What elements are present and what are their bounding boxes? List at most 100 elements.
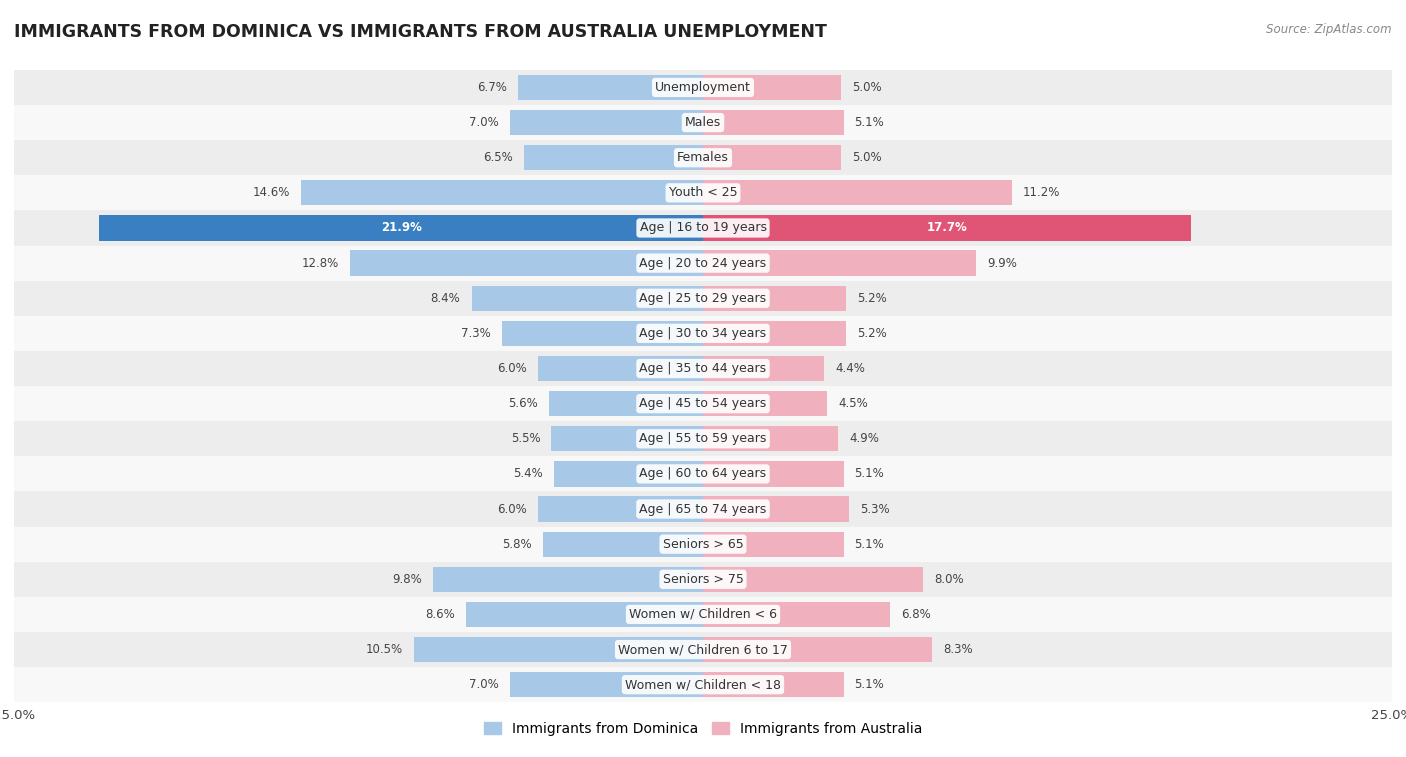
Bar xyxy=(14,210,1392,245)
Text: 8.6%: 8.6% xyxy=(425,608,456,621)
Text: 7.3%: 7.3% xyxy=(461,327,491,340)
Bar xyxy=(537,356,703,382)
Bar xyxy=(14,421,1392,456)
Bar xyxy=(703,567,924,592)
Bar xyxy=(14,632,1392,667)
Bar xyxy=(465,602,703,627)
Bar xyxy=(703,356,824,382)
Text: IMMIGRANTS FROM DOMINICA VS IMMIGRANTS FROM AUSTRALIA UNEMPLOYMENT: IMMIGRANTS FROM DOMINICA VS IMMIGRANTS F… xyxy=(14,23,827,41)
Legend: Immigrants from Dominica, Immigrants from Australia: Immigrants from Dominica, Immigrants fro… xyxy=(478,716,928,742)
Bar xyxy=(703,602,890,627)
Bar xyxy=(510,110,703,136)
Text: 11.2%: 11.2% xyxy=(1022,186,1060,199)
Text: Seniors > 75: Seniors > 75 xyxy=(662,573,744,586)
Bar xyxy=(14,456,1392,491)
Bar xyxy=(14,597,1392,632)
Text: Women w/ Children < 6: Women w/ Children < 6 xyxy=(628,608,778,621)
Bar xyxy=(703,110,844,136)
Bar xyxy=(14,281,1392,316)
Bar xyxy=(14,176,1392,210)
Text: 9.8%: 9.8% xyxy=(392,573,422,586)
Text: 5.4%: 5.4% xyxy=(513,467,543,481)
Bar xyxy=(502,321,703,346)
Bar xyxy=(703,321,846,346)
Bar xyxy=(519,75,703,100)
Text: 5.5%: 5.5% xyxy=(510,432,540,445)
Bar xyxy=(524,145,703,170)
Bar xyxy=(703,497,849,522)
Text: 5.8%: 5.8% xyxy=(502,537,531,550)
Bar xyxy=(350,251,703,276)
Text: Age | 45 to 54 years: Age | 45 to 54 years xyxy=(640,397,766,410)
Text: 7.0%: 7.0% xyxy=(470,678,499,691)
Text: 6.5%: 6.5% xyxy=(484,151,513,164)
Text: 8.3%: 8.3% xyxy=(943,643,973,656)
Text: 6.0%: 6.0% xyxy=(496,503,527,516)
Text: 6.0%: 6.0% xyxy=(496,362,527,375)
Text: Unemployment: Unemployment xyxy=(655,81,751,94)
Bar xyxy=(703,637,932,662)
Text: 5.0%: 5.0% xyxy=(852,151,882,164)
Text: 5.1%: 5.1% xyxy=(855,116,884,129)
Bar xyxy=(14,105,1392,140)
Bar xyxy=(703,215,1191,241)
Bar xyxy=(100,215,703,241)
Bar xyxy=(703,145,841,170)
Text: Women w/ Children < 18: Women w/ Children < 18 xyxy=(626,678,780,691)
Text: 4.4%: 4.4% xyxy=(835,362,865,375)
Text: 4.5%: 4.5% xyxy=(838,397,868,410)
Text: Age | 35 to 44 years: Age | 35 to 44 years xyxy=(640,362,766,375)
Text: 5.1%: 5.1% xyxy=(855,678,884,691)
Bar xyxy=(413,637,703,662)
Text: 7.0%: 7.0% xyxy=(470,116,499,129)
Text: Age | 60 to 64 years: Age | 60 to 64 years xyxy=(640,467,766,481)
Bar xyxy=(14,562,1392,597)
Bar xyxy=(14,140,1392,176)
Bar xyxy=(14,527,1392,562)
Text: Females: Females xyxy=(678,151,728,164)
Bar xyxy=(433,567,703,592)
Text: 12.8%: 12.8% xyxy=(302,257,339,269)
Text: Age | 65 to 74 years: Age | 65 to 74 years xyxy=(640,503,766,516)
Text: Women w/ Children 6 to 17: Women w/ Children 6 to 17 xyxy=(619,643,787,656)
Bar xyxy=(510,672,703,697)
Text: Age | 30 to 34 years: Age | 30 to 34 years xyxy=(640,327,766,340)
Text: 5.2%: 5.2% xyxy=(858,327,887,340)
Text: Age | 25 to 29 years: Age | 25 to 29 years xyxy=(640,291,766,305)
Text: 9.9%: 9.9% xyxy=(987,257,1017,269)
Text: 5.1%: 5.1% xyxy=(855,467,884,481)
Text: Age | 55 to 59 years: Age | 55 to 59 years xyxy=(640,432,766,445)
Bar xyxy=(471,285,703,311)
Bar xyxy=(703,180,1012,205)
Text: 5.6%: 5.6% xyxy=(508,397,537,410)
Text: 5.3%: 5.3% xyxy=(860,503,890,516)
Text: Males: Males xyxy=(685,116,721,129)
Bar xyxy=(14,491,1392,527)
Text: 6.8%: 6.8% xyxy=(901,608,931,621)
Text: 10.5%: 10.5% xyxy=(366,643,402,656)
Bar xyxy=(703,426,838,451)
Bar xyxy=(703,75,841,100)
Text: 5.0%: 5.0% xyxy=(852,81,882,94)
Text: 8.0%: 8.0% xyxy=(935,573,965,586)
Text: 4.9%: 4.9% xyxy=(849,432,879,445)
Text: 8.4%: 8.4% xyxy=(430,291,461,305)
Text: 21.9%: 21.9% xyxy=(381,222,422,235)
Bar xyxy=(301,180,703,205)
Bar xyxy=(14,386,1392,421)
Bar xyxy=(703,672,844,697)
Bar xyxy=(703,251,976,276)
Bar xyxy=(14,351,1392,386)
Text: Age | 20 to 24 years: Age | 20 to 24 years xyxy=(640,257,766,269)
Bar xyxy=(703,391,827,416)
Bar xyxy=(554,461,703,487)
Text: Youth < 25: Youth < 25 xyxy=(669,186,737,199)
Bar xyxy=(14,70,1392,105)
Text: 17.7%: 17.7% xyxy=(927,222,967,235)
Bar xyxy=(703,285,846,311)
Bar xyxy=(14,667,1392,702)
Text: 6.7%: 6.7% xyxy=(478,81,508,94)
Text: 5.2%: 5.2% xyxy=(858,291,887,305)
Bar xyxy=(703,531,844,557)
Bar xyxy=(14,316,1392,351)
